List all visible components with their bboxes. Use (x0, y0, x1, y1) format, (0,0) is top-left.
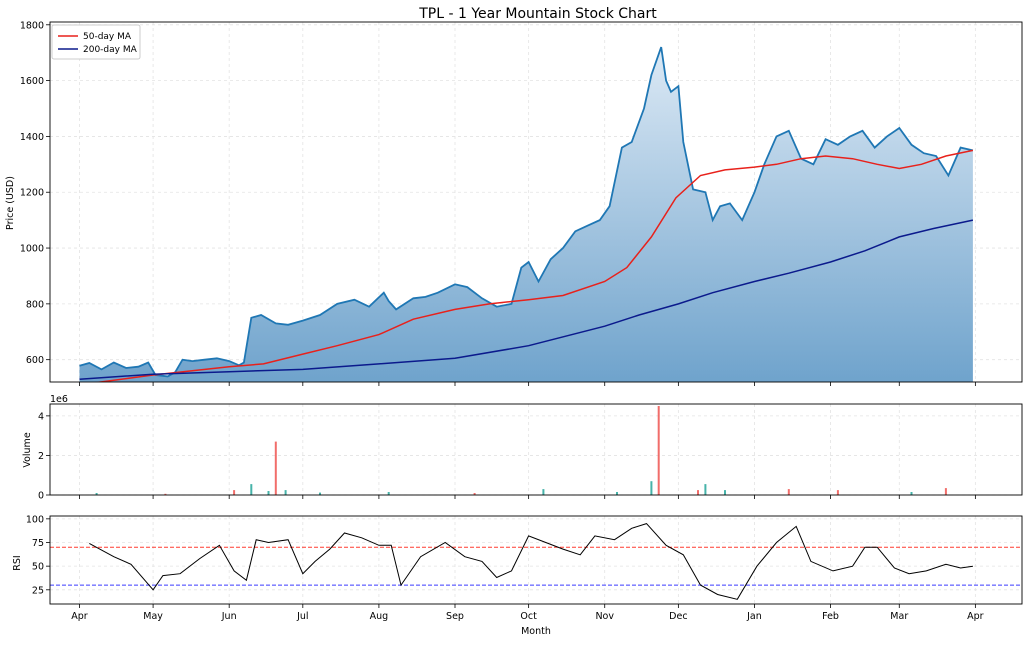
x-tick-label: Jan (746, 611, 762, 622)
ma200-line (79, 219, 974, 380)
legend-label-ma50: 50-day MA (83, 32, 132, 42)
volume-bar (787, 489, 790, 495)
price-ytick-label: 1800 (20, 20, 44, 31)
volume-bar (724, 490, 726, 495)
rsi-border (49, 515, 1023, 605)
price-ytick-label: 800 (26, 299, 44, 310)
price-ytick-label: 1400 (20, 132, 44, 143)
x-tick-label: Nov (595, 611, 614, 622)
volume-bar (319, 492, 321, 495)
legend-box (51, 24, 141, 60)
volume-bar (233, 490, 236, 495)
price-ylabel: Price (USD) (5, 176, 16, 230)
volume-ytick-label: 0 (38, 491, 44, 502)
x-tick-label: Sep (446, 611, 464, 622)
volume-ytick-label: 2 (38, 451, 44, 462)
price-line (79, 46, 974, 378)
chart-title: TPL - 1 Year Mountain Stock Chart (418, 6, 657, 22)
volume-bar (944, 488, 947, 495)
volume-panel: 0 2 4 (38, 403, 1023, 502)
x-tick-label: May (143, 611, 163, 622)
x-tick-label: Jun (221, 611, 237, 622)
price-ytick-label: 1600 (20, 76, 44, 87)
volume-bar (836, 490, 839, 495)
volume-bar (704, 484, 707, 495)
volume-ytick-label: 4 (38, 411, 44, 422)
volume-ylabel: Volume (22, 432, 33, 467)
legend-label-ma200: 200-day MA (83, 45, 138, 55)
price-ytick-label: 600 (26, 355, 44, 366)
price-border (49, 21, 1023, 383)
x-tick-label: Dec (669, 611, 687, 622)
rsi-line (89, 523, 973, 600)
volume-bar (542, 489, 545, 495)
volume-bar (267, 491, 270, 495)
volume-border (49, 403, 1023, 496)
price-ytick-label: 1200 (20, 188, 44, 199)
rsi-ytick-label: 75 (32, 538, 44, 549)
x-tick-label: Oct (520, 611, 537, 622)
x-tick-label: Apr (71, 611, 88, 622)
volume-bar (284, 490, 287, 495)
volume-bar (473, 493, 476, 495)
legend: 50-day MA 200-day MA (51, 24, 141, 60)
volume-multiplier: 1e6 (50, 394, 68, 405)
volume-bar (387, 492, 390, 495)
volume-bar (616, 492, 618, 495)
volume-bar (250, 484, 253, 495)
volume-bar (95, 493, 98, 495)
rsi-ytick-label: 25 (32, 585, 44, 596)
volume-bar (657, 406, 660, 495)
volume-bar (697, 490, 699, 495)
price-area (79, 47, 973, 382)
volume-bar (650, 481, 653, 495)
x-tick-label: Feb (822, 611, 839, 622)
rsi-ytick-label: 100 (26, 514, 44, 525)
x-tick-label: Apr (967, 611, 984, 622)
rsi-ylabel: RSI (12, 555, 23, 570)
x-tick-label: Aug (370, 611, 389, 622)
x-tick-label: Jul (296, 611, 308, 622)
x-tick-label: Mar (890, 611, 908, 622)
volume-bar (910, 492, 913, 495)
volume-bar (164, 493, 167, 495)
price-panel: 600 800 1000 1200 1400 1600 1800 (20, 20, 1023, 386)
rsi-ytick-label: 50 (32, 562, 44, 573)
volume-bar (274, 441, 277, 495)
rsi-panel: 25 50 75 100 Apr May Jun Jul Aug Sep Oct Nov Dec Jan F… (26, 514, 1023, 622)
x-axis-label: Month (521, 626, 551, 637)
price-ytick-label: 1000 (20, 244, 44, 255)
ma50-line (94, 149, 974, 382)
